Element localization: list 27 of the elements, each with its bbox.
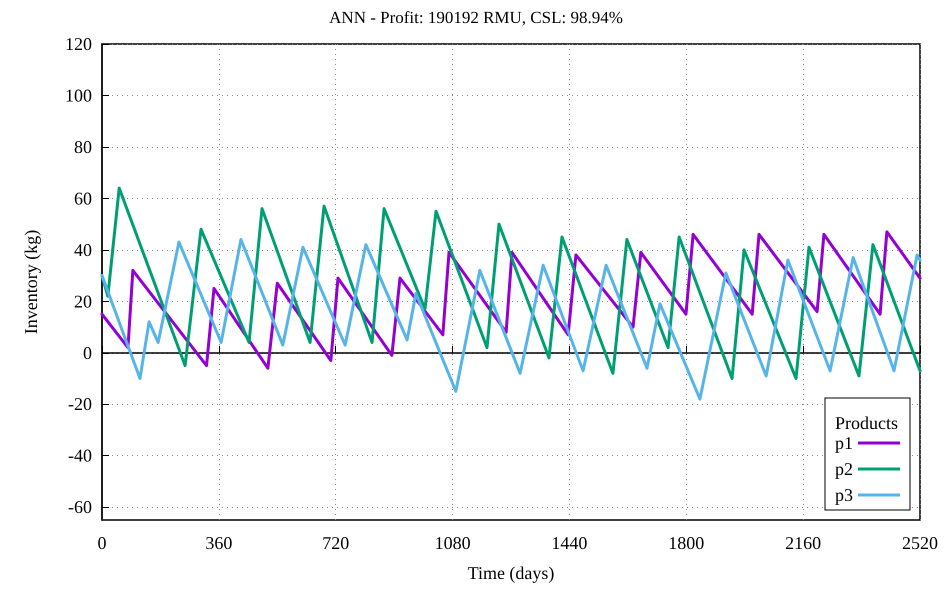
x-tick-label: 1800 — [668, 533, 704, 553]
line-series — [100, 238, 922, 401]
legend-title: Products — [835, 413, 898, 433]
y-tick-label: 120 — [65, 34, 92, 54]
y-tick-label: 20 — [74, 291, 92, 312]
x-tick-label: 0 — [98, 533, 106, 553]
y-tick-label: 80 — [74, 136, 92, 157]
y-axis-title: Inventory (kg) — [21, 230, 41, 334]
y-tick-label: 0 — [83, 342, 92, 363]
legend-label: p2 — [835, 459, 853, 479]
y-tick-label: 100 — [65, 85, 92, 106]
line-series — [100, 186, 922, 380]
chart-title: ANN - Profit: 190192 RMU, CSL: 98.94% — [329, 8, 623, 27]
legend-label: p1 — [835, 433, 853, 453]
x-axis-title: Time (days) — [468, 563, 554, 583]
x-tick-label: 2160 — [785, 533, 822, 553]
x-tick-label: 2520 — [902, 533, 938, 553]
y-tick-label: -60 — [68, 497, 92, 518]
y-tick-label: -20 — [68, 394, 92, 414]
y-tick-label: 60 — [74, 188, 92, 208]
x-tick-label: 1440 — [551, 533, 588, 553]
x-tick-label: 360 — [205, 533, 232, 553]
y-tick-label: 40 — [74, 240, 92, 260]
x-tick-label: 1080 — [434, 533, 471, 553]
x-tick-label: 720 — [322, 533, 350, 553]
y-tick-label: -40 — [68, 446, 92, 466]
legend-label: p3 — [835, 485, 853, 505]
